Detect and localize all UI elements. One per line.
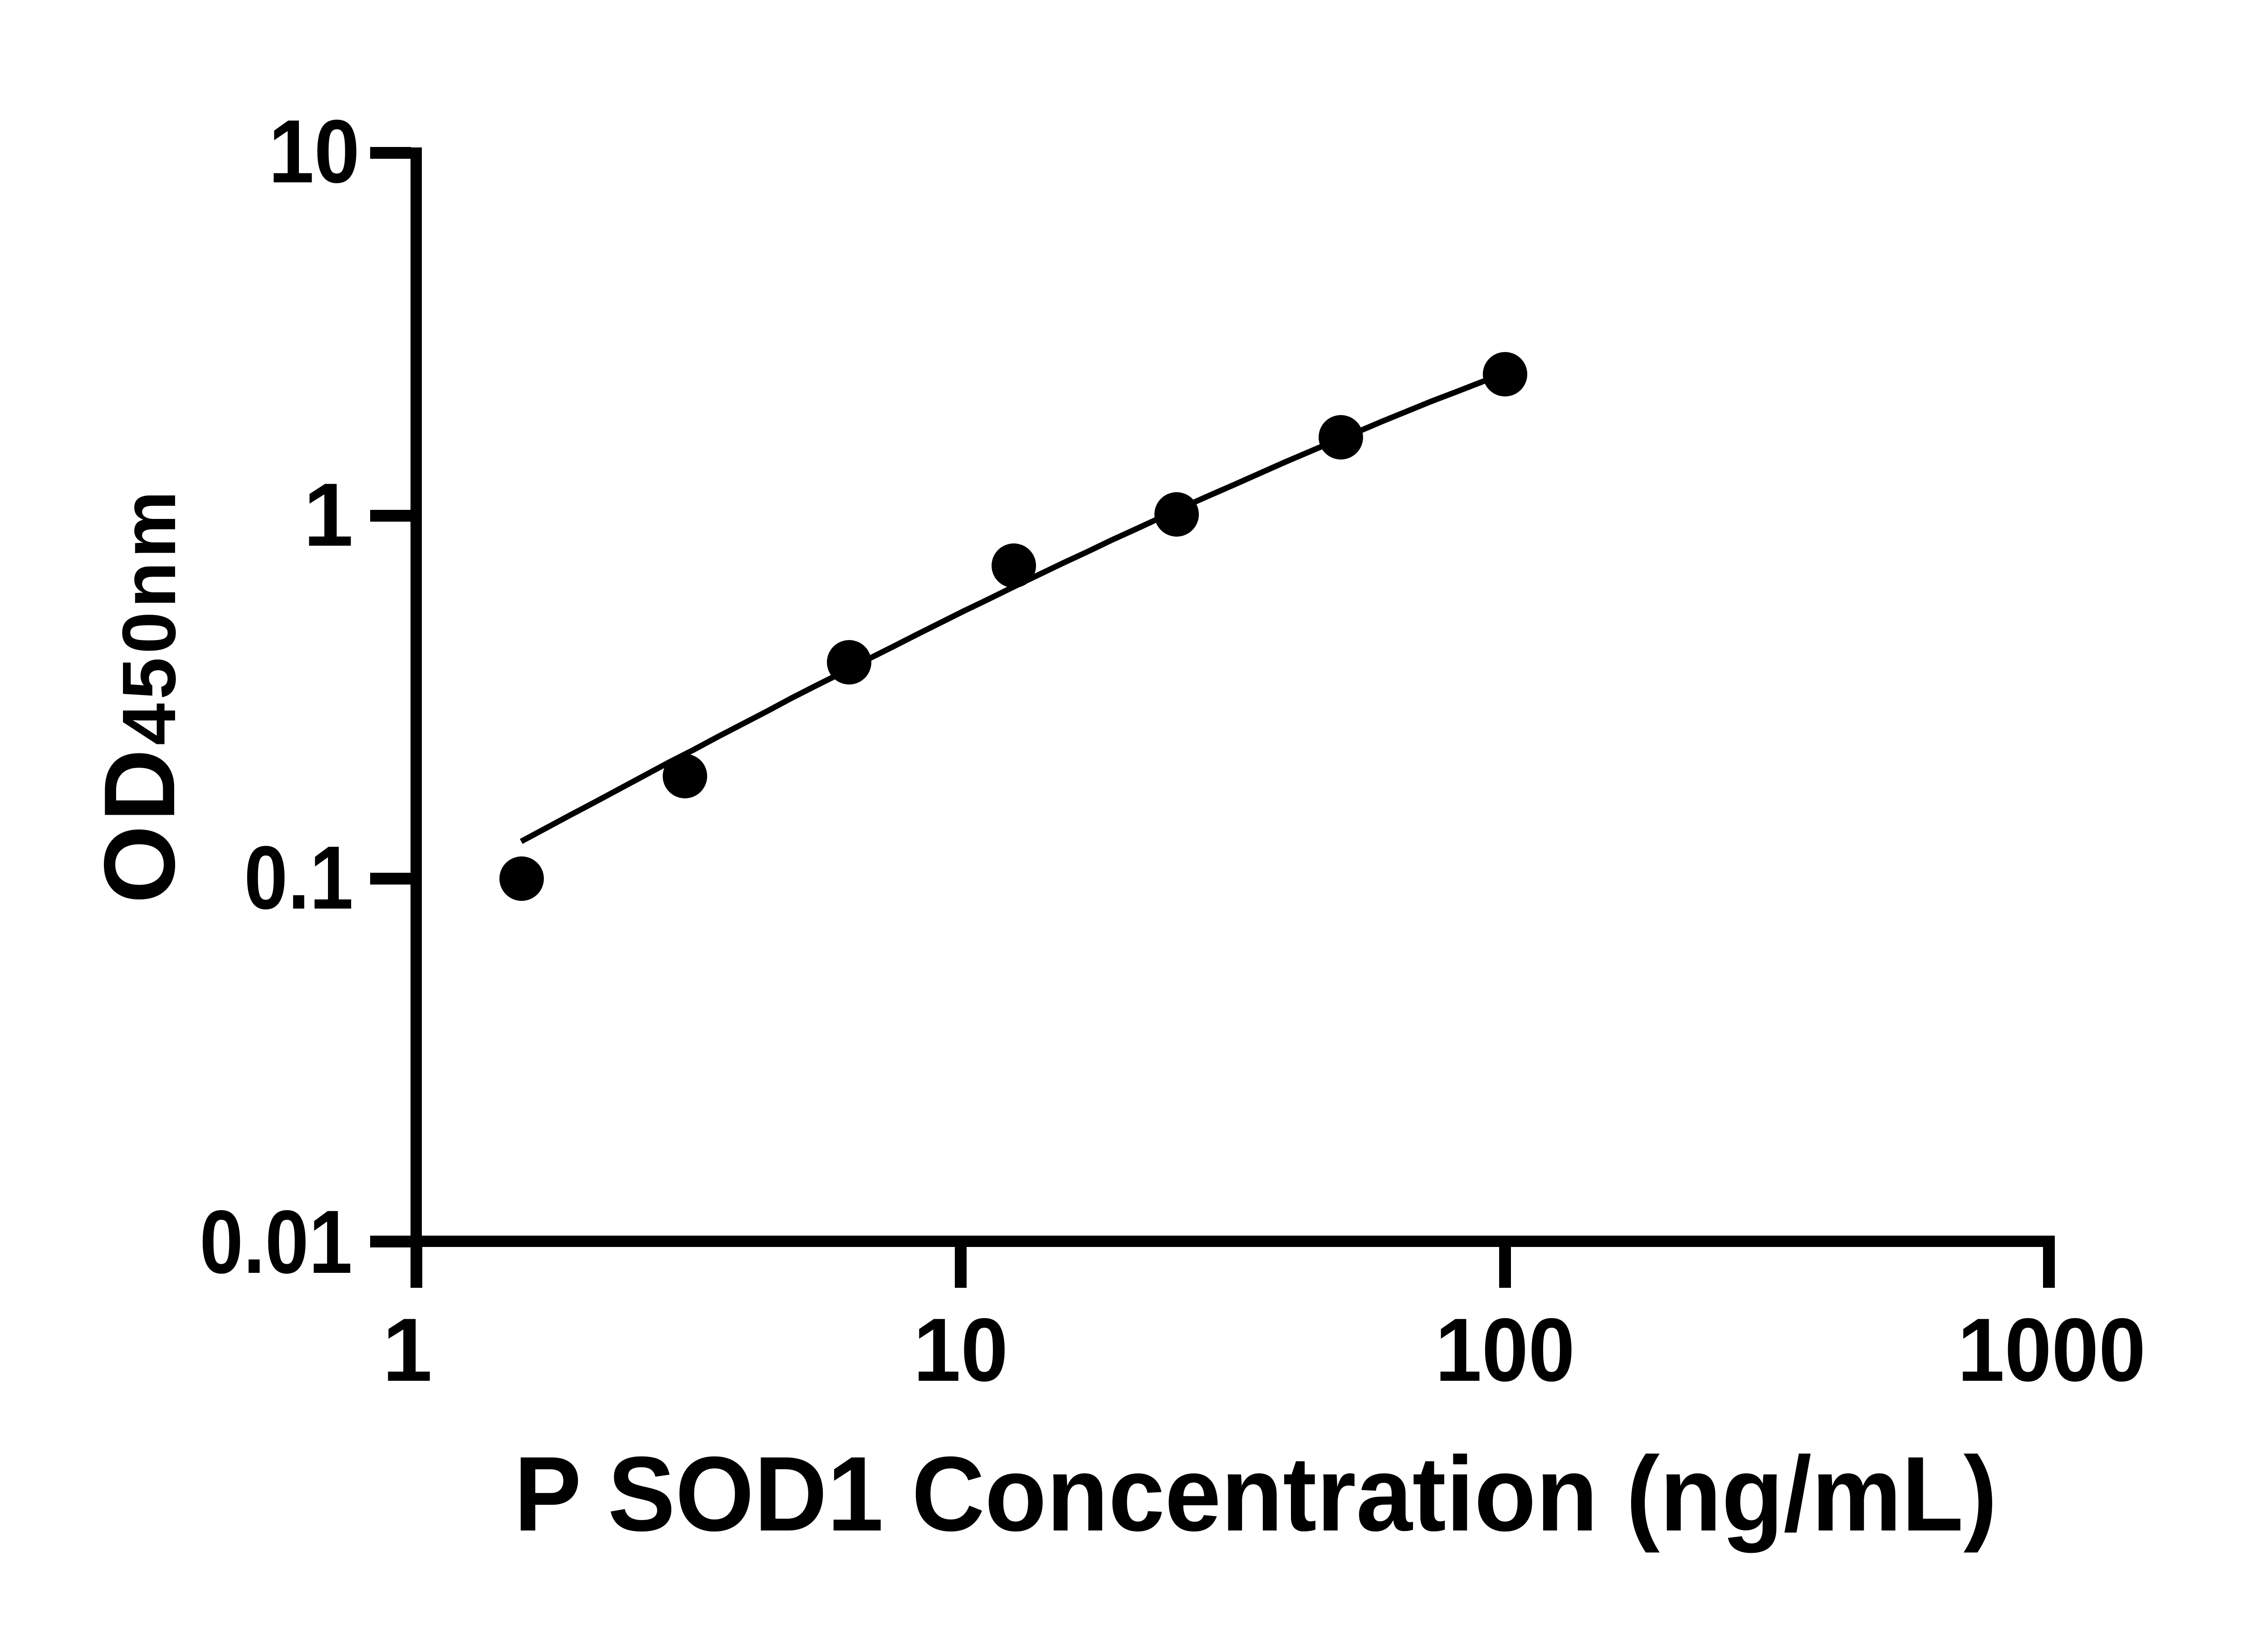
svg-text:1: 1 <box>382 1300 432 1400</box>
svg-text:OD450nm: OD450nm <box>83 487 196 904</box>
svg-text:0.1: 0.1 <box>244 827 353 928</box>
svg-text:0.01: 0.01 <box>200 1192 352 1292</box>
svg-text:P SOD1 Concentration (ng/mL): P SOD1 Concentration (ng/mL) <box>514 1434 1997 1553</box>
svg-text:1000: 1000 <box>1958 1300 2146 1400</box>
svg-text:1: 1 <box>303 464 353 565</box>
svg-text:10: 10 <box>914 1300 1008 1400</box>
svg-text:10: 10 <box>269 101 360 201</box>
svg-text:100: 100 <box>1435 1300 1575 1400</box>
